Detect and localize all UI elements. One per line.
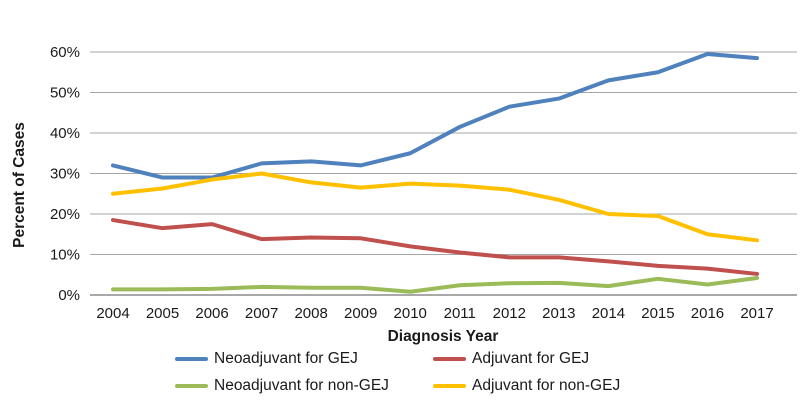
x-tick-label-2013: 2013 [542, 305, 575, 322]
x-tick-label-2006: 2006 [195, 305, 228, 322]
x-tick-label-2016: 2016 [691, 305, 724, 322]
y-tick-label-30: 30% [50, 166, 80, 183]
tick-labels-layer: 0% 10% 20% 30% 40% 50% 60% 2004 2005 2006 2007 2008… [50, 44, 774, 322]
y-tick-label-20: 20% [50, 206, 80, 223]
y-tick-label-0: 0% [58, 287, 80, 304]
legend-item-neoadjuvant-non-gej: Neoadjuvant for non-GEJ [175, 377, 389, 395]
x-tick-label-2015: 2015 [641, 305, 674, 322]
y-tick-label-10: 10% [50, 247, 80, 264]
legend-swatch-neoadjuvant-non-gej [175, 384, 208, 388]
legend-item-adjuvant-non-gej: Adjuvant for non-GEJ [433, 377, 620, 395]
x-tick-label-2011: 2011 [444, 305, 476, 322]
legend-swatch-adjuvant-non-gej [433, 384, 466, 388]
x-tick-label-2005: 2005 [146, 305, 179, 322]
line-chart: 0% 10% 20% 30% 40% 50% 60% 2004 2005 2006 2007 2008… [11, 44, 797, 345]
x-tick-label-2010: 2010 [394, 305, 427, 322]
x-tick-label-2007: 2007 [245, 305, 278, 322]
series-line-1 [111, 218, 759, 276]
legend: Neoadjuvant for GEJ Adjuvant for GEJ Neo… [0, 0, 808, 394]
series-line-3 [111, 171, 759, 243]
legend-label-adjuvant-non-gej: Adjuvant for non-GEJ [472, 377, 621, 394]
legend-label-adjuvant-gej: Adjuvant for GEJ [472, 350, 590, 367]
legend-swatch-neoadjuvant-gej [175, 357, 208, 361]
series-line-2 [111, 275, 759, 294]
legend-item-adjuvant-gej: Adjuvant for GEJ [433, 350, 589, 368]
y-axis-title: Percent of Cases [11, 122, 28, 248]
y-tick-label-40: 40% [50, 125, 80, 142]
y-tick-label-50: 50% [50, 85, 80, 102]
x-tick-label-2009: 2009 [344, 305, 377, 322]
x-tick-label-2017: 2017 [740, 305, 773, 322]
legend-swatch-adjuvant-gej [433, 357, 466, 361]
x-tick-label-2008: 2008 [294, 305, 327, 322]
series-layer [111, 52, 759, 294]
legend-label-neoadjuvant-non-gej: Neoadjuvant for non-GEJ [214, 377, 389, 394]
x-tick-label-2014: 2014 [592, 305, 625, 322]
legend-item-neoadjuvant-gej: Neoadjuvant for GEJ [175, 350, 358, 368]
y-tick-label-60: 60% [50, 44, 80, 61]
series-line-0 [111, 52, 759, 180]
x-tick-label-2012: 2012 [493, 305, 526, 322]
gridlines-layer [90, 51, 797, 296]
legend-label-neoadjuvant-gej: Neoadjuvant for GEJ [214, 350, 358, 367]
x-tick-label-2004: 2004 [96, 305, 129, 322]
x-axis-title: Diagnosis Year [388, 328, 499, 345]
